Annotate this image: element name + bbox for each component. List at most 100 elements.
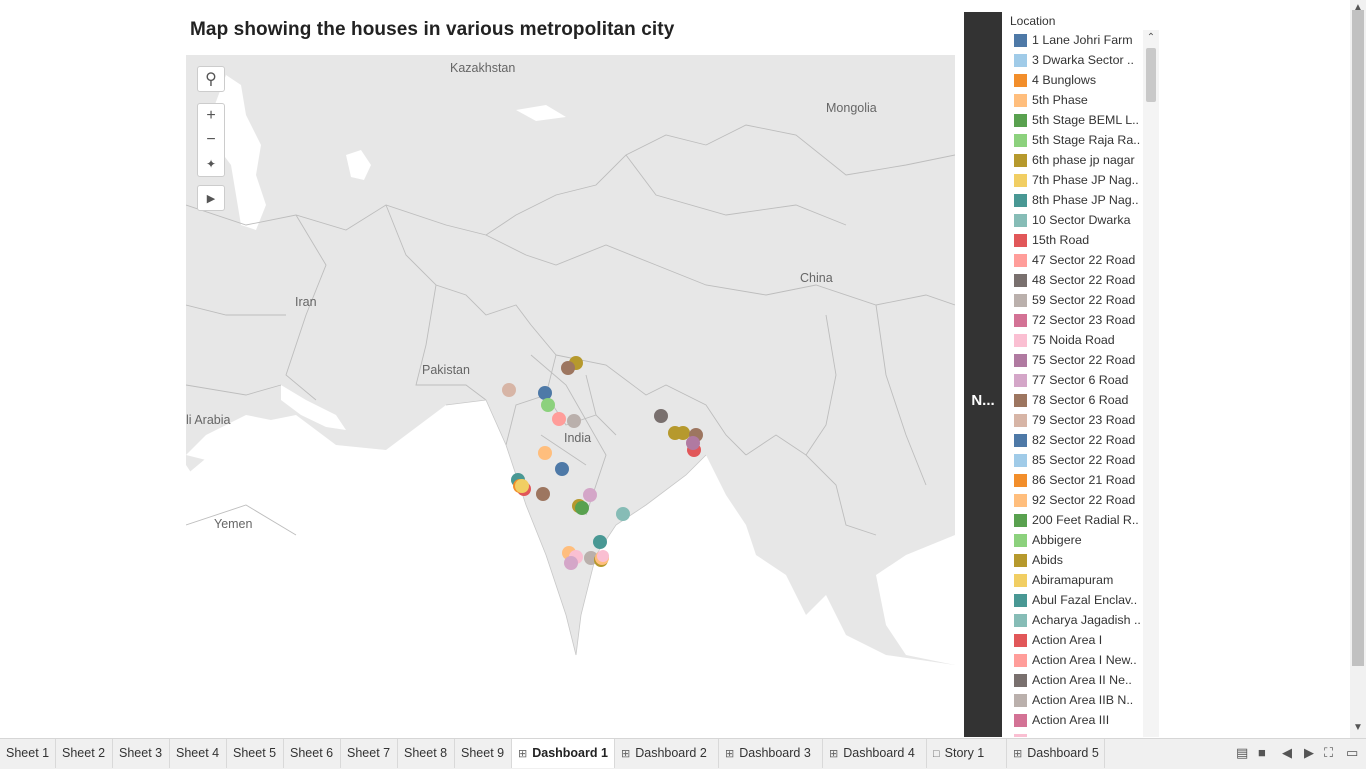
play-icon: ▶ bbox=[206, 192, 216, 205]
filter-panel[interactable]: N... bbox=[964, 12, 1002, 737]
map-view[interactable]: Kazakhstan Mongolia Iran China Pakistan … bbox=[186, 55, 955, 737]
legend-item-label: Action Area III bbox=[1032, 713, 1110, 727]
map-canvas[interactable] bbox=[186, 55, 955, 737]
dashboard-title: Map showing the houses in various metrop… bbox=[190, 19, 675, 40]
legend-item[interactable]: 92 Sector 22 Road bbox=[1008, 490, 1160, 510]
legend-item[interactable] bbox=[1008, 730, 1160, 737]
tab-dashboard-4[interactable]: ⊞ Dashboard 4 bbox=[823, 739, 927, 768]
map-label-iran: Iran bbox=[295, 295, 317, 309]
legend-item[interactable]: 5th Stage Raja Ra.. bbox=[1008, 130, 1160, 150]
zoom-in-button[interactable]: + bbox=[198, 104, 224, 128]
legend-item[interactable]: 78 Sector 6 Road bbox=[1008, 390, 1160, 410]
show-tabs-icon[interactable]: ■ bbox=[1258, 745, 1266, 760]
tab-sheet-2[interactable]: Sheet 2 bbox=[56, 739, 113, 768]
tab-sheet-7[interactable]: Sheet 7 bbox=[341, 739, 398, 768]
tab-sheet-8[interactable]: Sheet 8 bbox=[398, 739, 455, 768]
house-marker bbox=[686, 436, 700, 450]
fullscreen-icon[interactable]: ⛶ bbox=[1324, 745, 1334, 760]
legend-item-label: 79 Sector 23 Road bbox=[1032, 413, 1136, 427]
legend-item[interactable]: 47 Sector 22 Road bbox=[1008, 250, 1160, 270]
page-scroll-up-icon[interactable]: ▲ bbox=[1353, 2, 1363, 13]
tab-sheet-4[interactable]: Sheet 4 bbox=[170, 739, 227, 768]
legend-item-label: 1 Lane Johri Farm bbox=[1032, 33, 1133, 47]
legend-item[interactable]: 86 Sector 21 Road bbox=[1008, 470, 1160, 490]
map-search-button[interactable]: ⚲ bbox=[198, 67, 224, 91]
legend-item[interactable]: 4 Bunglows bbox=[1008, 70, 1160, 90]
legend-item[interactable]: 5th Stage BEML L.. bbox=[1008, 110, 1160, 130]
page-scroll-down-icon[interactable]: ▼ bbox=[1353, 722, 1363, 733]
legend-item[interactable]: Acharya Jagadish .. bbox=[1008, 610, 1160, 630]
tab-dashboard-1[interactable]: ⊞ Dashboard 1 bbox=[512, 739, 615, 768]
tab-label: Dashboard 4 bbox=[843, 746, 915, 760]
legend-item[interactable]: 15th Road bbox=[1008, 230, 1160, 250]
tab-label: Sheet 9 bbox=[461, 746, 505, 760]
show-filmstrip-icon[interactable]: ▤ bbox=[1236, 745, 1249, 760]
house-marker bbox=[593, 535, 607, 549]
reset-map-button[interactable]: ✦ bbox=[198, 152, 224, 176]
legend-swatch bbox=[1014, 573, 1027, 587]
legend-list[interactable]: 1 Lane Johri Farm 3 Dwarka Sector .. 4 Bun… bbox=[1008, 30, 1160, 737]
house-marker bbox=[616, 507, 630, 521]
present-icon[interactable]: ▭ bbox=[1346, 745, 1359, 760]
legend-item[interactable]: 1 Lane Johri Farm bbox=[1008, 30, 1160, 50]
legend-item[interactable]: 200 Feet Radial R.. bbox=[1008, 510, 1160, 530]
legend-item[interactable]: Abids bbox=[1008, 550, 1160, 570]
legend-item[interactable]: 85 Sector 22 Road bbox=[1008, 450, 1160, 470]
page-scrollbar[interactable]: ▲ ▼ bbox=[1350, 0, 1366, 738]
map-zoom-toolbar: + − ✦ bbox=[197, 103, 225, 177]
zoom-out-button[interactable]: − bbox=[198, 128, 224, 152]
house-marker bbox=[515, 479, 529, 493]
legend-item[interactable]: 3 Dwarka Sector .. bbox=[1008, 50, 1160, 70]
minus-icon: − bbox=[206, 131, 216, 148]
house-marker bbox=[552, 412, 566, 426]
legend-swatch bbox=[1014, 613, 1027, 627]
legend-item[interactable]: 82 Sector 22 Road bbox=[1008, 430, 1160, 450]
legend-item[interactable]: 6th phase jp nagar bbox=[1008, 150, 1160, 170]
legend-scrollbar[interactable]: ⌃ bbox=[1143, 30, 1159, 737]
tab-sheet-1[interactable]: Sheet 1 bbox=[0, 739, 56, 768]
tab-story-1[interactable]: □ Story 1 bbox=[927, 739, 1007, 768]
expand-tools-button[interactable]: ▶ bbox=[198, 186, 224, 210]
legend-item-label: 200 Feet Radial R.. bbox=[1032, 513, 1139, 527]
legend-item[interactable]: Action Area III bbox=[1008, 710, 1160, 730]
legend-item-label: 59 Sector 22 Road bbox=[1032, 293, 1136, 307]
legend-item[interactable]: Abbigere bbox=[1008, 530, 1160, 550]
legend-item[interactable]: Action Area IIB N.. bbox=[1008, 690, 1160, 710]
legend-item[interactable]: Abul Fazal Enclav.. bbox=[1008, 590, 1160, 610]
legend-item[interactable]: 10 Sector Dwarka bbox=[1008, 210, 1160, 230]
legend-scroll-thumb[interactable] bbox=[1146, 48, 1156, 102]
legend-item[interactable]: Action Area I New.. bbox=[1008, 650, 1160, 670]
tab-label: Dashboard 1 bbox=[532, 746, 608, 760]
tab-label: Story 1 bbox=[944, 746, 985, 760]
tab-label: Sheet 5 bbox=[233, 746, 277, 760]
tab-dashboard-2[interactable]: ⊞ Dashboard 2 bbox=[615, 739, 719, 768]
tab-sheet-5[interactable]: Sheet 5 bbox=[227, 739, 284, 768]
location-legend[interactable]: Location 1 Lane Johri Farm 3 Dwarka Secto… bbox=[1008, 12, 1160, 737]
page-scroll-thumb[interactable] bbox=[1352, 10, 1364, 666]
legend-item[interactable]: Action Area I bbox=[1008, 630, 1160, 650]
scroll-up-icon[interactable]: ⌃ bbox=[1146, 32, 1156, 43]
next-sheet-icon[interactable]: ▶ bbox=[1304, 745, 1314, 760]
tab-dashboard-3[interactable]: ⊞ Dashboard 3 bbox=[719, 739, 823, 768]
tab-sheet-6[interactable]: Sheet 6 bbox=[284, 739, 341, 768]
legend-item[interactable]: 7th Phase JP Nag.. bbox=[1008, 170, 1160, 190]
legend-item[interactable]: Abiramapuram bbox=[1008, 570, 1160, 590]
legend-item[interactable]: 75 Noida Road bbox=[1008, 330, 1160, 350]
tab-dashboard-5[interactable]: ⊞ Dashboard 5 bbox=[1007, 739, 1105, 768]
previous-sheet-icon[interactable]: ◀ bbox=[1282, 745, 1292, 760]
tab-sheet-3[interactable]: Sheet 3 bbox=[113, 739, 170, 768]
legend-item[interactable]: 59 Sector 22 Road bbox=[1008, 290, 1160, 310]
legend-swatch bbox=[1014, 733, 1027, 737]
legend-swatch bbox=[1014, 373, 1027, 387]
legend-item[interactable]: 77 Sector 6 Road bbox=[1008, 370, 1160, 390]
legend-item[interactable]: 79 Sector 23 Road bbox=[1008, 410, 1160, 430]
legend-item[interactable]: 48 Sector 22 Road bbox=[1008, 270, 1160, 290]
legend-item[interactable]: 8th Phase JP Nag.. bbox=[1008, 190, 1160, 210]
legend-item[interactable]: 75 Sector 22 Road bbox=[1008, 350, 1160, 370]
tab-sheet-9[interactable]: Sheet 9 bbox=[455, 739, 512, 768]
house-markers[interactable] bbox=[502, 356, 703, 570]
legend-item[interactable]: 5th Phase bbox=[1008, 90, 1160, 110]
legend-item[interactable]: Action Area II Ne.. bbox=[1008, 670, 1160, 690]
legend-item[interactable]: 72 Sector 23 Road bbox=[1008, 310, 1160, 330]
legend-swatch bbox=[1014, 493, 1027, 507]
